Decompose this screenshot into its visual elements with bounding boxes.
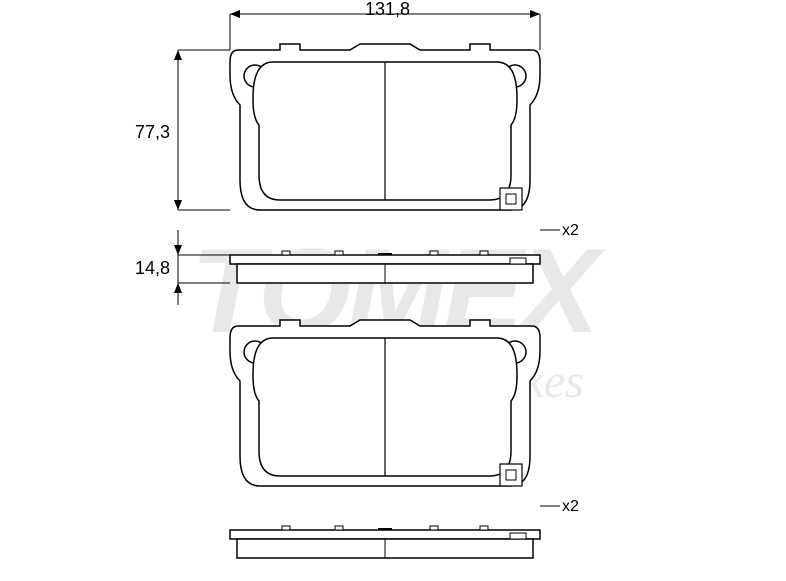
dim-height — [174, 50, 230, 210]
technical-drawing — [0, 0, 786, 581]
brake-pad-bottom-front — [230, 320, 540, 486]
qty-top: x2 — [562, 222, 579, 240]
dim-height-label: 77,3 — [135, 122, 170, 143]
brake-pad-bottom-side — [230, 526, 540, 558]
dim-thickness-label: 14,8 — [135, 258, 170, 279]
qty-bottom: x2 — [562, 498, 579, 516]
brake-pad-top-side — [230, 251, 540, 283]
dim-thickness — [174, 230, 230, 305]
dim-width-label: 131,8 — [365, 0, 410, 20]
brake-pad-top-front — [230, 44, 540, 210]
